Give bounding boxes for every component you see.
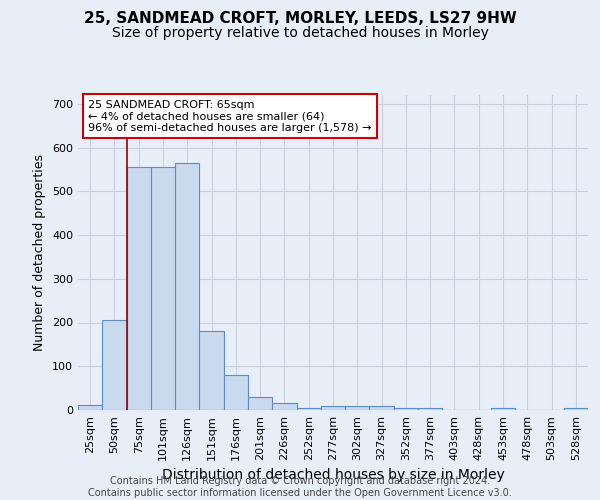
Bar [345,406,370,410]
Bar [248,397,272,410]
Text: Size of property relative to detached houses in Morley: Size of property relative to detached ho… [112,26,488,40]
Bar [175,163,199,410]
Bar [102,320,127,410]
Bar [127,167,151,410]
Bar [394,408,418,410]
Bar [199,331,224,410]
Bar [224,375,248,410]
Bar [370,406,394,410]
Bar [564,408,588,410]
Bar [321,406,345,410]
Text: 25, SANDMEAD CROFT, MORLEY, LEEDS, LS27 9HW: 25, SANDMEAD CROFT, MORLEY, LEEDS, LS27 … [83,11,517,26]
Bar [151,167,175,410]
Bar [272,404,296,410]
Y-axis label: Number of detached properties: Number of detached properties [34,154,46,351]
Text: Contains HM Land Registry data © Crown copyright and database right 2024.
Contai: Contains HM Land Registry data © Crown c… [88,476,512,498]
Bar [418,408,442,410]
Bar [296,408,321,410]
X-axis label: Distribution of detached houses by size in Morley: Distribution of detached houses by size … [161,468,505,482]
Bar [78,405,102,410]
Bar [491,408,515,410]
Text: 25 SANDMEAD CROFT: 65sqm
← 4% of detached houses are smaller (64)
96% of semi-de: 25 SANDMEAD CROFT: 65sqm ← 4% of detache… [88,100,372,133]
